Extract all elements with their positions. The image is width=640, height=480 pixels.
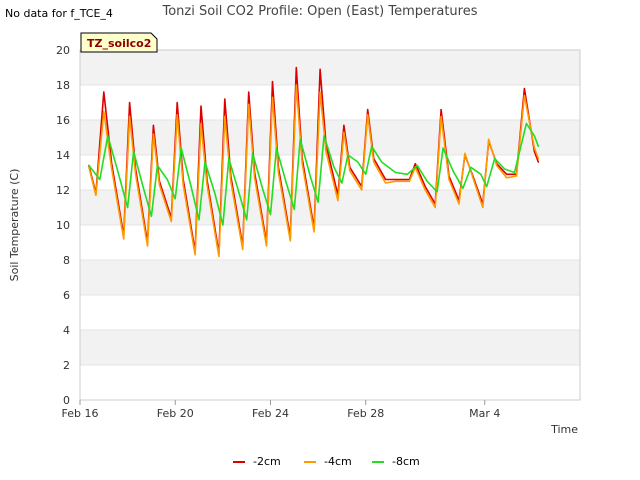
series-line-8cm — [88, 122, 540, 226]
y-tick-label: 8 — [63, 254, 70, 267]
y-tick-label: 14 — [56, 149, 70, 162]
x-tick-label: Feb 20 — [157, 407, 194, 420]
no-data-message: No data for f_TCE_4 — [5, 7, 113, 20]
series-line-4cm — [88, 84, 540, 258]
plot-band — [80, 260, 580, 295]
legend-label: -8cm — [392, 455, 420, 468]
tz-soilco2-badge: TZ_soilco2 — [80, 32, 158, 53]
y-tick-label: 4 — [63, 324, 70, 337]
plot-band — [80, 85, 580, 120]
plot-band — [80, 225, 580, 260]
plot-background-bands — [80, 50, 580, 400]
badge-box — [80, 32, 158, 53]
plot-band — [80, 120, 580, 155]
x-tick-label: Feb 28 — [347, 407, 384, 420]
legend-label: -2cm — [253, 455, 281, 468]
y-tick-label: 6 — [63, 289, 70, 302]
x-tick-label: Feb 16 — [62, 407, 99, 420]
y-tick-label: 10 — [56, 219, 70, 232]
y-axis-label: Soil Temperature (C) — [8, 169, 21, 282]
plot-band — [80, 50, 580, 85]
plot-band — [80, 295, 580, 330]
plot-frame — [79, 49, 581, 401]
legend-label: -4cm — [324, 455, 352, 468]
series-lines — [88, 66, 540, 258]
y-tick-label: 20 — [56, 44, 70, 57]
y-tick-label: 18 — [56, 79, 70, 92]
chart-title: Tonzi Soil CO2 Profile: Open (East) Temp… — [161, 4, 477, 19]
x-tick-label: Mar 4 — [469, 407, 500, 420]
y-tick-label: 2 — [63, 359, 70, 372]
x-axis-ticks: Feb 16 Feb 20 Feb 24 Feb 28 Mar 4 — [62, 400, 500, 420]
y-tick-label: 12 — [56, 184, 70, 197]
legend: -2cm -4cm -8cm — [233, 455, 420, 468]
plot-band — [80, 330, 580, 365]
badge-label: TZ_soilco2 — [87, 37, 151, 50]
x-axis-label: Time — [550, 423, 578, 436]
y-axis-ticks: 0 2 4 6 8 10 12 14 16 18 20 — [56, 44, 70, 407]
plot-band — [80, 190, 580, 225]
x-tick-label: Feb 24 — [252, 407, 289, 420]
y-tick-label: 0 — [63, 394, 70, 407]
y-tick-label: 16 — [56, 114, 70, 127]
plot-band — [80, 365, 580, 400]
